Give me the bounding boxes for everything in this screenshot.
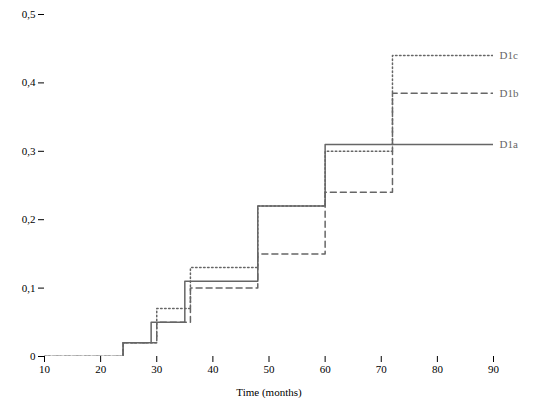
svg-text:90: 90: [488, 363, 500, 375]
svg-text:0,4: 0,4: [22, 76, 36, 88]
svg-text:70: 70: [376, 363, 388, 375]
svg-text:D1b: D1b: [500, 87, 519, 99]
svg-text:0: 0: [30, 350, 36, 362]
svg-text:0,5: 0,5: [22, 8, 36, 20]
svg-text:30: 30: [151, 363, 163, 375]
svg-text:0,2: 0,2: [22, 213, 36, 225]
svg-text:10: 10: [39, 363, 51, 375]
svg-text:60: 60: [320, 363, 332, 375]
svg-text:0,1: 0,1: [22, 282, 36, 294]
svg-text:D1c: D1c: [500, 49, 518, 61]
svg-text:20: 20: [95, 363, 107, 375]
svg-text:50: 50: [264, 363, 276, 375]
svg-text:80: 80: [432, 363, 444, 375]
svg-text:40: 40: [207, 363, 219, 375]
svg-text:D1a: D1a: [500, 138, 518, 150]
svg-text:Time (months): Time (months): [236, 386, 302, 398]
svg-text:0,3: 0,3: [22, 145, 36, 157]
